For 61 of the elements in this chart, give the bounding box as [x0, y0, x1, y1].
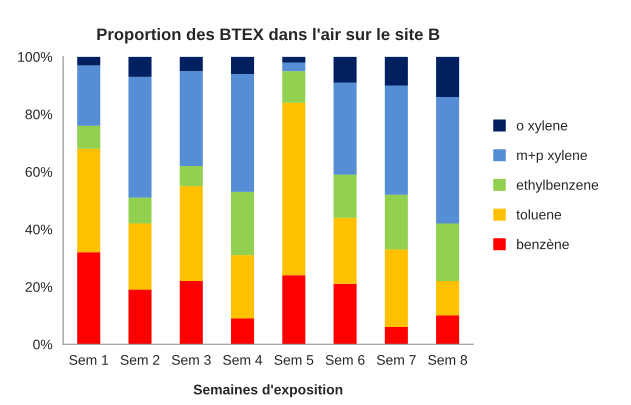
bar [282, 56, 306, 62]
bar [334, 218, 357, 284]
bar [231, 318, 254, 344]
bar [128, 223, 152, 290]
bar [384, 56, 408, 86]
bar [77, 148, 100, 252]
bar [436, 280, 460, 316]
bar [180, 186, 203, 281]
bar [128, 56, 152, 77]
y-tick-label: 40% [25, 224, 52, 234]
chart-title: Proportion des BTEX dans l'air sur le site B [97, 28, 440, 44]
bar [282, 62, 306, 72]
y-tick-label: 20% [26, 282, 52, 292]
bar [77, 65, 100, 126]
x-tick-label: Sem 6 [326, 355, 365, 365]
bar [334, 56, 357, 83]
x-tick-label: Sem 3 [172, 355, 211, 365]
y-tick-label: 60% [26, 167, 52, 177]
bar [282, 71, 306, 103]
legend-label: o xylene [516, 120, 568, 134]
x-tick-label: Sem 7 [376, 355, 416, 365]
bar [77, 56, 100, 66]
x-axis-title: Semaines d'exposition [194, 384, 342, 398]
bar [231, 255, 254, 318]
bar [282, 102, 306, 276]
bar [77, 126, 100, 149]
bar [436, 96, 460, 224]
x-tick-label: Sem 8 [428, 355, 468, 365]
bar [128, 198, 152, 224]
legend-label: ethylbenzene [516, 180, 598, 193]
bar [128, 290, 152, 344]
y-tick-label: 80% [25, 110, 52, 120]
legend-label: toluene [516, 209, 562, 220]
bar [128, 76, 152, 198]
bar [231, 74, 254, 192]
bar [231, 192, 254, 256]
bar [231, 56, 254, 74]
x-tick-label: Sem 1 [69, 355, 108, 365]
x-tick-label: Sem 5 [274, 355, 314, 365]
legend-label: m+p xylene [517, 150, 587, 163]
bar [436, 56, 460, 97]
bar [334, 174, 357, 218]
bar [384, 194, 408, 250]
bar [384, 326, 408, 344]
bar [77, 252, 100, 344]
legend-label: benzène [517, 238, 569, 250]
y-tick-label: 0% [33, 340, 52, 350]
bar [436, 223, 460, 281]
bar [282, 275, 306, 344]
x-tick-label: Sem 4 [223, 355, 262, 365]
bar [334, 284, 357, 344]
bar [180, 71, 203, 166]
bar [384, 249, 408, 327]
bar [436, 315, 460, 344]
bar [334, 82, 357, 175]
bar [180, 280, 203, 344]
y-tick-label: 100% [18, 52, 52, 62]
x-tick-label: Sem 2 [120, 355, 160, 365]
bar [180, 166, 203, 186]
bar [384, 85, 408, 195]
bar [180, 56, 203, 72]
